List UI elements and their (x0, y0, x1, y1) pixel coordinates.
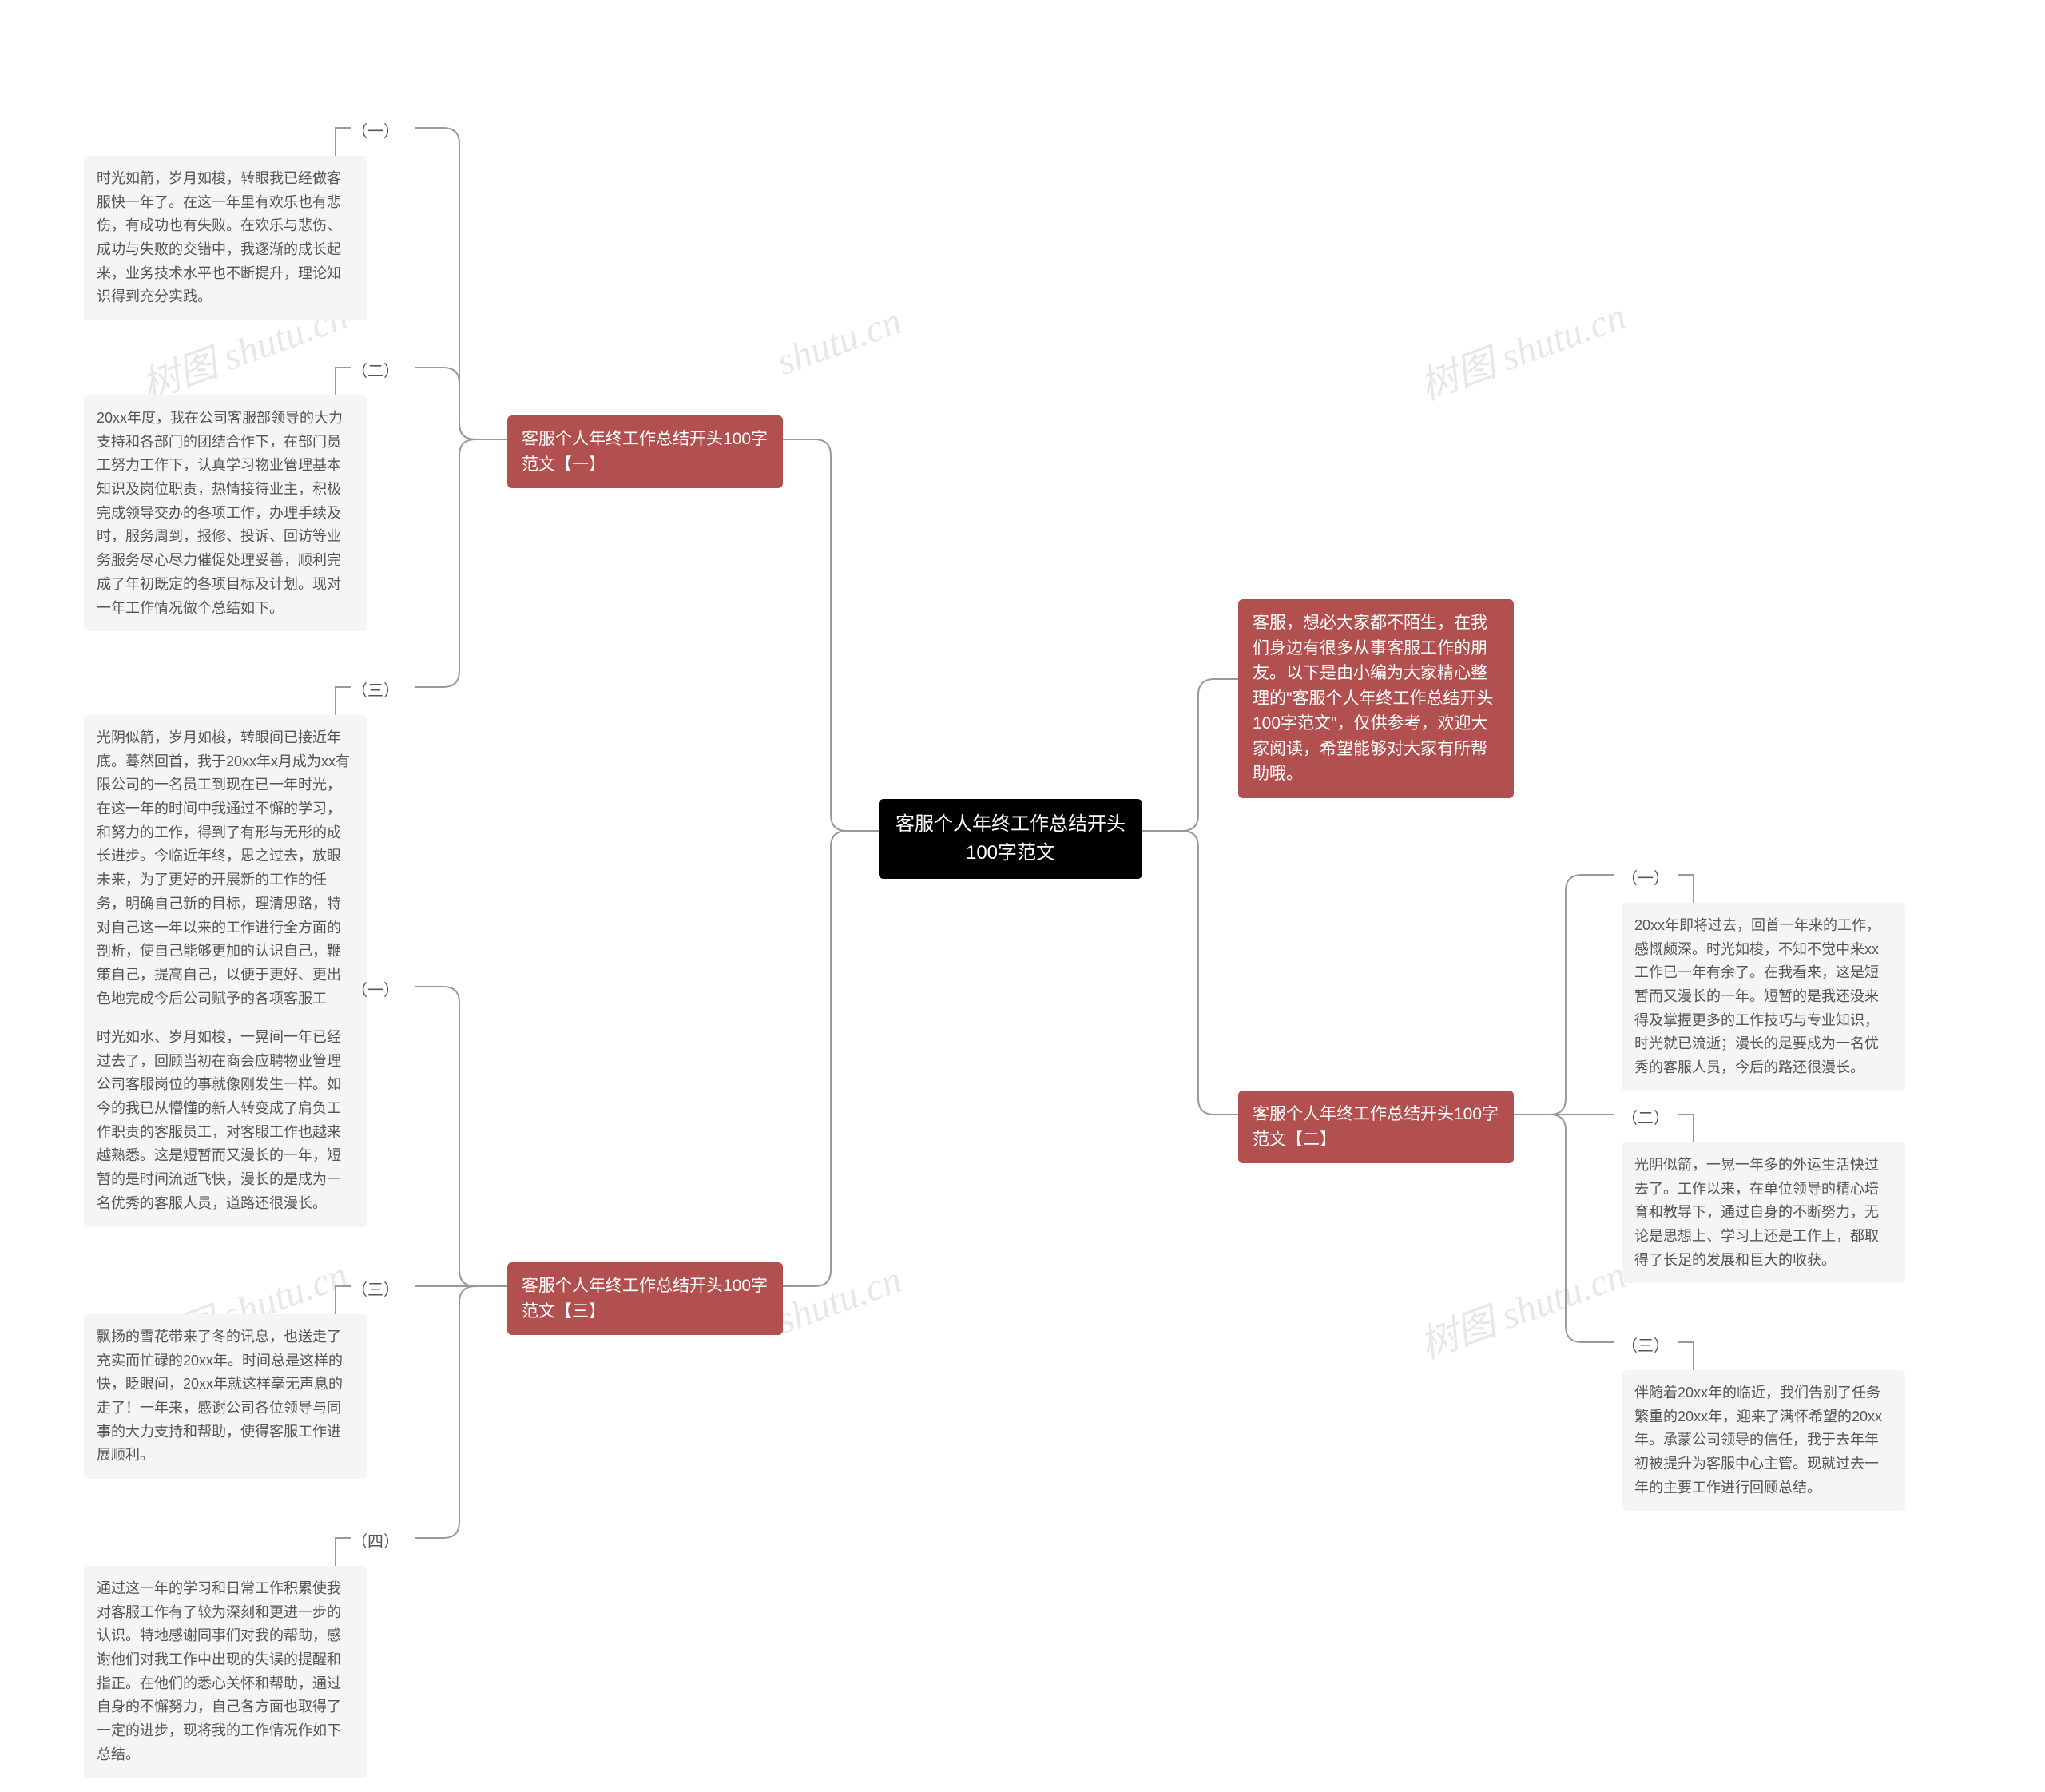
branch2-item3-content: 伴随着20xx年的临近，我们告别了任务繁重的20xx年，迎来了满怀希望的20xx… (1622, 1370, 1905, 1511)
branch1-item2-content: 20xx年度，我在公司客服部领导的大力支持和各部门的团结合作下，在部门员工努力工… (84, 395, 367, 631)
branch1-item2-label: （二） (351, 358, 399, 381)
branch1-title: 客服个人年终工作总结开头100字范文【一】 (507, 415, 783, 488)
branch3-item2-label: （三） (351, 1277, 399, 1300)
branch2-item2-content: 光阴似箭，一晃一年多的外运生活快过去了。工作以来，在单位领导的精心培育和教导下，… (1622, 1142, 1905, 1283)
branch2-title: 客服个人年终工作总结开头100字范文【二】 (1238, 1091, 1514, 1163)
branch1-item1-label: （一） (351, 118, 399, 141)
intro-box: 客服，想必大家都不陌生，在我们身边有很多从事客服工作的朋友。以下是由小编为大家精… (1238, 599, 1514, 798)
branch2-item3-label: （三） (1622, 1333, 1670, 1356)
branch3-item1-content: 时光如水、岁月如梭，一晃间一年已经过去了，回顾当初在商会应聘物业管理公司客服岗位… (84, 1015, 367, 1227)
branch3-item1-label: （一） (351, 977, 399, 1000)
branch3-item3-content: 通过这一年的学习和日常工作积累使我对客服工作有了较为深刻和更进一步的认识。特地感… (84, 1566, 367, 1778)
branch1-item1-content: 时光如箭，岁月如梭，转眼我已经做客服快一年了。在这一年里有欢乐也有悲伤，有成功也… (84, 156, 367, 320)
branch1-item3-label: （三） (351, 677, 399, 701)
branch2-item2-label: （二） (1622, 1105, 1670, 1128)
branch3-item3-label: （四） (351, 1528, 399, 1552)
center-title: 客服个人年终工作总结开头100字范文 (879, 799, 1142, 879)
branch3-title: 客服个人年终工作总结开头100字范文【三】 (507, 1262, 783, 1335)
branch2-item1-content: 20xx年即将过去，回首一年来的工作，感慨颇深。时光如梭，不知不觉中来xx工作已… (1622, 903, 1905, 1091)
branch2-item1-label: （一） (1622, 865, 1670, 888)
branch1-item3-content: 光阴似箭，岁月如梭，转眼间已接近年底。蓦然回首，我于20xx年x月成为xx有限公… (84, 715, 367, 1046)
branch3-item2-content: 飘扬的雪花带来了冬的讯息，也送走了充实而忙碌的20xx年。时间总是这样的快，眨眼… (84, 1314, 367, 1479)
